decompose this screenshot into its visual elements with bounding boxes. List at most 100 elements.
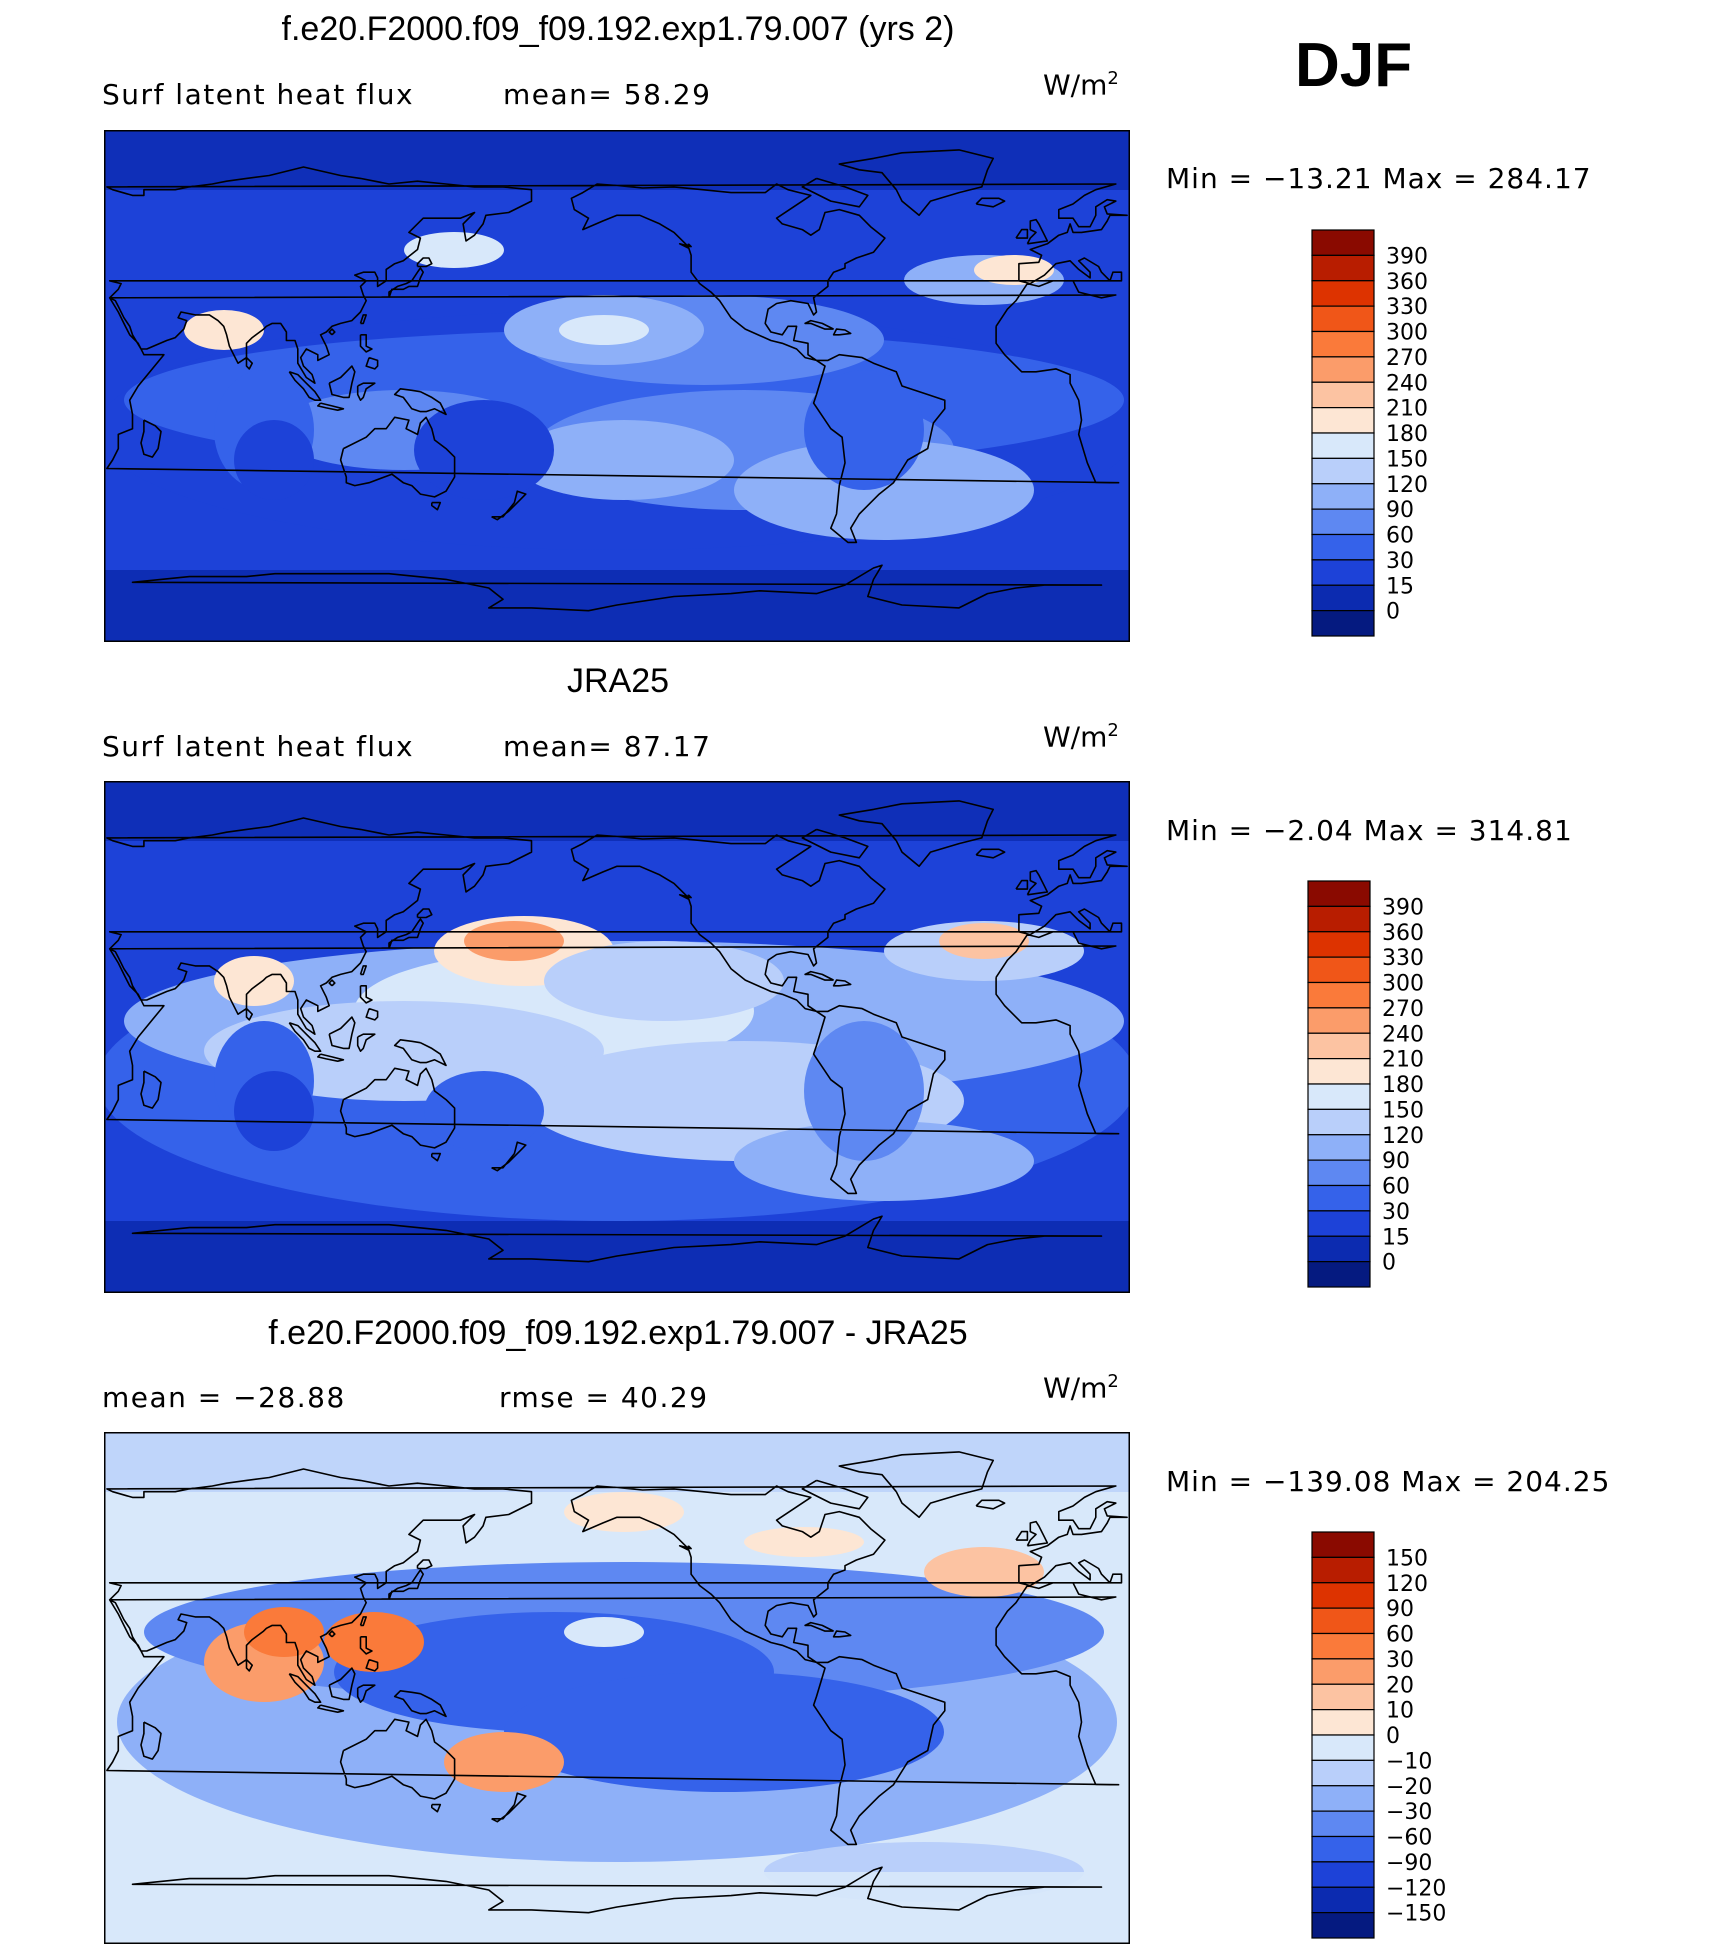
variable-label-model: Surf latent heat flux xyxy=(102,78,415,111)
colorbar-swatch xyxy=(1311,1607,1375,1635)
colorbar-tick-label: 15 xyxy=(1382,1225,1410,1250)
colorbar-tick-label: 90 xyxy=(1386,1597,1414,1622)
map-field xyxy=(104,781,1130,1293)
colorbar-tick-label: 30 xyxy=(1382,1200,1410,1225)
colorbar-swatch xyxy=(1311,1886,1375,1914)
colorbar-swatch xyxy=(1311,254,1375,282)
panel-title-obs: JRA25 xyxy=(566,662,670,700)
colorbar-tick-label: 360 xyxy=(1386,270,1428,295)
colorbar-swatch xyxy=(1311,1658,1375,1685)
colorbar-tick-label: −30 xyxy=(1386,1800,1432,1825)
colorbar-swatch xyxy=(1311,356,1375,383)
colorbar-tick-label: 0 xyxy=(1386,1724,1400,1749)
colorbar-swatch xyxy=(1311,1734,1375,1761)
colorbar-swatch xyxy=(1311,559,1375,586)
colorbar-tick-label: 0 xyxy=(1382,1251,1396,1276)
colorbar-tick-label: 60 xyxy=(1386,1623,1414,1648)
colorbar-swatch xyxy=(1311,1582,1375,1609)
colorbar-tick-label: 180 xyxy=(1386,422,1428,447)
colorbar-tick-label: 390 xyxy=(1382,895,1424,920)
colorbar-swatch xyxy=(1307,1032,1371,1060)
colorbar-swatch xyxy=(1307,931,1371,958)
colorbar-swatch xyxy=(1311,533,1375,561)
colorbar-tick-label: 270 xyxy=(1382,997,1424,1022)
colorbar-swatch xyxy=(1307,1235,1371,1263)
coastlines xyxy=(106,1451,1128,1914)
map-diff xyxy=(104,1432,1130,1944)
colorbar-tick-label: 10 xyxy=(1386,1699,1414,1724)
season-label: DJF xyxy=(1295,31,1413,100)
colorbar-swatch xyxy=(1311,381,1375,409)
map-field xyxy=(104,130,1130,642)
colorbar-swatch xyxy=(1307,1184,1371,1212)
colorbar-swatch xyxy=(1311,457,1375,485)
colorbar-swatch xyxy=(1311,1556,1375,1584)
colorbar-tick-label: 150 xyxy=(1386,447,1428,472)
colorbar-swatch xyxy=(1307,1159,1371,1187)
colorbar-tick-label: 30 xyxy=(1386,1648,1414,1673)
colorbar-tick-label: 20 xyxy=(1386,1673,1414,1698)
colorbar-tick-label: 240 xyxy=(1382,1022,1424,1047)
colorbar-swatch xyxy=(1311,305,1375,333)
colorbar-swatch xyxy=(1311,483,1375,510)
coastlines xyxy=(106,149,1128,612)
colorbar-tick-label: 90 xyxy=(1386,498,1414,523)
coastlines xyxy=(106,800,1128,1263)
colorbar-tick-label: 90 xyxy=(1382,1149,1410,1174)
colorbar-tick-label: 210 xyxy=(1382,1048,1424,1073)
colorbar-swatch xyxy=(1311,1683,1375,1711)
units-label-obs: W/m2 xyxy=(1043,720,1119,754)
colorbar-swatch xyxy=(1311,1785,1375,1812)
colorbar-swatch xyxy=(1307,1007,1371,1034)
colorbar-swatch xyxy=(1307,1134,1371,1161)
colorbar-swatch xyxy=(1307,1083,1371,1110)
colorbar-tick-label: 0 xyxy=(1386,600,1400,625)
colorbar-swatch xyxy=(1307,905,1371,933)
colorbar-swatch xyxy=(1311,1709,1375,1736)
minmax-label-obs: Min = −2.04 Max = 314.81 xyxy=(1166,814,1573,847)
colorbar-swatch xyxy=(1307,1210,1371,1237)
colorbar-tick-label: 120 xyxy=(1386,1572,1428,1597)
colorbar-tick-label: 150 xyxy=(1382,1098,1424,1123)
minmax-label-model: Min = −13.21 Max = 284.17 xyxy=(1166,162,1592,195)
colorbar-tick-label: 300 xyxy=(1386,321,1428,346)
map-frame xyxy=(104,130,1130,642)
colorbar-tick-label: 180 xyxy=(1382,1073,1424,1098)
colorbar-tick-label: 120 xyxy=(1382,1124,1424,1149)
colorbar-tick-label: 120 xyxy=(1386,473,1428,498)
colorbar-tick-label: 270 xyxy=(1386,346,1428,371)
colorbar-tick-label: 150 xyxy=(1386,1546,1428,1571)
colorbar-swatch xyxy=(1311,1632,1375,1660)
colorbar-tick-label: 360 xyxy=(1382,921,1424,946)
colorbar-tick-label: 300 xyxy=(1382,972,1424,997)
colorbar-tick-label: 15 xyxy=(1386,574,1414,599)
colorbar-swatch xyxy=(1307,1261,1371,1288)
map-frame xyxy=(104,1432,1130,1944)
colorbar-swatch xyxy=(1307,880,1371,907)
map-field xyxy=(104,1432,1130,1944)
colorbar-swatch xyxy=(1311,407,1375,434)
colorbar-swatch xyxy=(1311,330,1375,358)
rmse-label-diff: rmse = 40.29 xyxy=(499,1381,709,1414)
map-model xyxy=(104,130,1130,642)
units-label-model: W/m2 xyxy=(1043,68,1119,102)
colorbar-swatch xyxy=(1311,508,1375,536)
colorbar-tick-label: 210 xyxy=(1386,397,1428,422)
colorbar-tick-label: 330 xyxy=(1386,295,1428,320)
colorbar-tick-label: −10 xyxy=(1386,1749,1432,1774)
colorbar-swatch xyxy=(1311,1531,1375,1558)
colorbar-swatch xyxy=(1311,432,1375,459)
variable-label-obs: Surf latent heat flux xyxy=(102,730,415,763)
colorbar-swatch xyxy=(1307,1058,1371,1085)
colorbar-tick-label: 60 xyxy=(1382,1175,1410,1200)
colorbar-swatch xyxy=(1311,1835,1375,1863)
colorbar-tick-label: 60 xyxy=(1386,524,1414,549)
colorbar-swatch xyxy=(1311,280,1375,307)
colorbar-swatch xyxy=(1307,1108,1371,1136)
colorbar-tick-label: 30 xyxy=(1386,549,1414,574)
minmax-label-diff: Min = −139.08 Max = 204.25 xyxy=(1166,1465,1611,1498)
